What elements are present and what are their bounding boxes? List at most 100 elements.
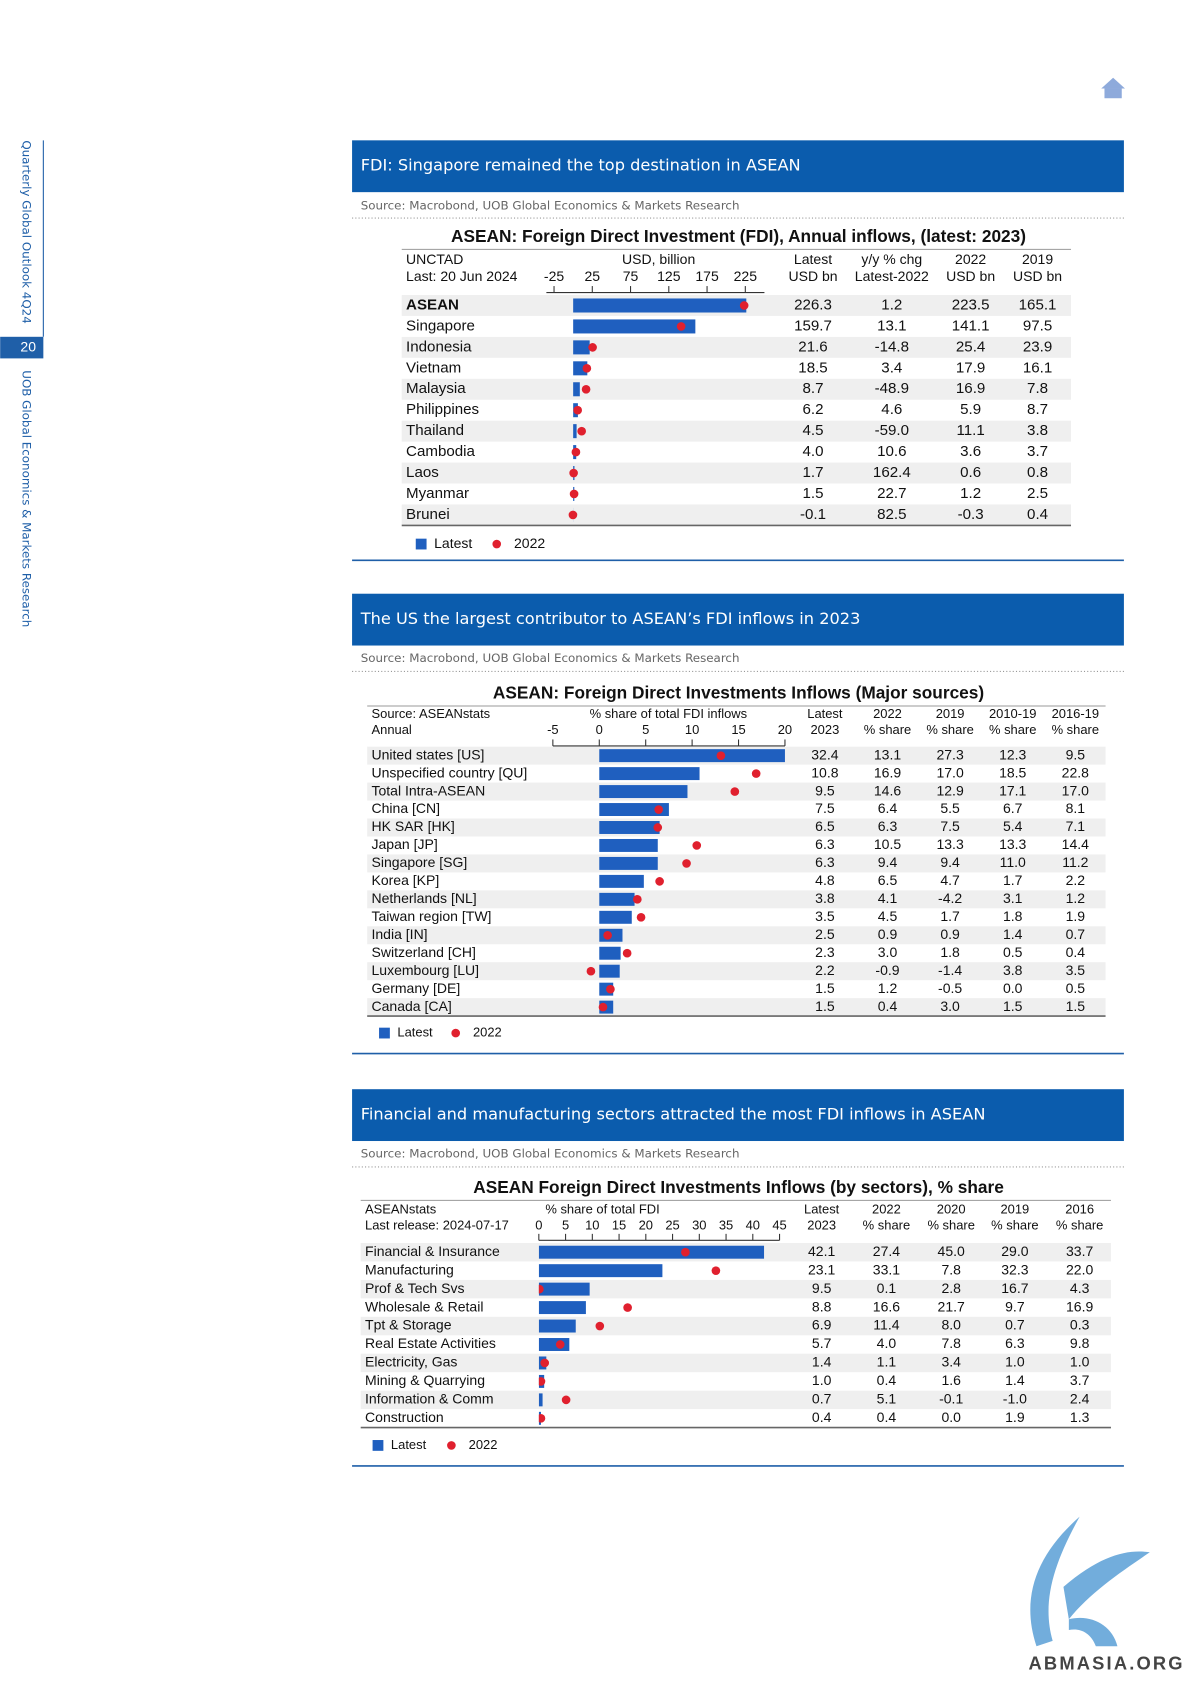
- bar: [573, 361, 588, 376]
- column-header: Latest: [807, 706, 843, 721]
- row-shade: [360, 1390, 1111, 1410]
- dot-marker: [623, 1303, 632, 1312]
- table-cell: 1.5: [1003, 998, 1023, 1014]
- table-cell: -0.1: [800, 506, 826, 523]
- column-header: USD bn: [1013, 268, 1062, 284]
- dot-marker: [586, 966, 596, 976]
- table-cell: 0.9: [878, 926, 898, 942]
- table-cell: 7.5: [940, 818, 960, 834]
- table-cell: 1.2: [878, 980, 898, 996]
- dot-marker: [568, 510, 578, 520]
- table-cell: 1.5: [1066, 998, 1086, 1014]
- table-cell: 11.0: [1000, 854, 1026, 870]
- category-label: Cambodia: [406, 443, 475, 460]
- table-cell: 0.4: [1027, 506, 1048, 523]
- table-cell: 0.0: [1003, 980, 1023, 996]
- legend-swatch: [379, 1027, 390, 1039]
- table-cell: 6.4: [878, 800, 898, 816]
- bar: [599, 910, 632, 924]
- table-cell: 8.8: [812, 1298, 832, 1314]
- x-tick-label: 0: [596, 722, 603, 737]
- x-tick-label: 45: [772, 1218, 786, 1233]
- table-cell: 6.5: [878, 872, 898, 888]
- table-cell: 4.5: [878, 908, 898, 924]
- chart-note: Annual: [372, 722, 412, 737]
- table-cell: -14.8: [875, 338, 909, 355]
- table-cell: 5.1: [877, 1391, 897, 1407]
- bar: [573, 319, 696, 334]
- category-label: Prof & Tech Svs: [365, 1280, 464, 1296]
- table-cell: 3.4: [881, 359, 902, 376]
- table-cell: 3.8: [1003, 962, 1023, 978]
- table-cell: 18.5: [798, 359, 827, 376]
- home-icon[interactable]: [1101, 77, 1125, 99]
- row-shade: [367, 926, 1106, 945]
- category-label: Mining & Quarrying: [365, 1372, 485, 1388]
- table-cell: 10.6: [877, 443, 906, 460]
- x-axis-label: % share of total FDI inflows: [590, 706, 747, 721]
- table-cell: 33.7: [1066, 1243, 1093, 1259]
- table-cell: 0.0: [941, 1409, 961, 1425]
- column-header: 2010-19: [989, 706, 1036, 721]
- panel-header: [352, 140, 1124, 193]
- category-label: Unspecified country [QU]: [372, 764, 528, 780]
- row-shade: [367, 962, 1106, 981]
- column-header: % share: [989, 722, 1036, 737]
- row-shade: [367, 854, 1106, 873]
- row-shade: [360, 1316, 1111, 1336]
- dot-marker: [622, 948, 632, 958]
- table-cell: 1.7: [803, 464, 824, 481]
- column-header: 2022: [955, 251, 986, 267]
- table-cell: 32.4: [811, 746, 838, 762]
- table-cell: 16.1: [1023, 359, 1052, 376]
- table-cell: -59.0: [875, 422, 909, 439]
- table-cell: 22.8: [1062, 764, 1089, 780]
- table-cell: 5.9: [960, 401, 981, 418]
- x-axis-label: USD, billion: [622, 251, 695, 267]
- table-cell: 1.0: [1070, 1354, 1090, 1370]
- row-shade: [401, 504, 1072, 526]
- dot-marker: [588, 343, 597, 352]
- column-header: % share: [1056, 1218, 1103, 1233]
- table-cell: 27.4: [873, 1243, 900, 1259]
- dot-marker: [692, 841, 702, 850]
- table-cell: 14.4: [1062, 836, 1089, 852]
- table-cell: 9.5: [1066, 746, 1086, 762]
- table-cell: 23.1: [808, 1261, 835, 1277]
- panel-header: [352, 593, 1124, 646]
- table-cell: -0.9: [875, 962, 899, 978]
- table-cell: 1.4: [812, 1354, 832, 1370]
- x-tick-label: 25: [665, 1218, 679, 1233]
- bar: [538, 1393, 543, 1407]
- bar: [599, 964, 620, 978]
- category-label: Germany [DE]: [372, 980, 461, 996]
- watermark-logo: [1030, 1516, 1150, 1647]
- table-cell: 9.8: [1070, 1335, 1090, 1351]
- table-cell: 4.0: [877, 1335, 897, 1351]
- dot-marker: [606, 984, 615, 994]
- table-cell: 17.0: [936, 764, 963, 780]
- dot-marker: [711, 1266, 721, 1275]
- table-cell: 25.4: [956, 338, 985, 355]
- table-cell: 1.0: [1005, 1354, 1025, 1370]
- side-title: Quarterly Global Outlook 4Q24: [20, 140, 34, 323]
- legend-label: 2022: [514, 535, 545, 551]
- x-tick-label: 5: [562, 1218, 569, 1233]
- column-header: USD bn: [788, 268, 837, 284]
- bar: [538, 1282, 590, 1296]
- dot-marker: [653, 823, 663, 832]
- column-header: 2016-19: [1052, 706, 1099, 721]
- x-tick-label: 20: [639, 1218, 653, 1233]
- table-cell: 165.1: [1019, 296, 1057, 313]
- column-header: % share: [991, 1218, 1038, 1233]
- x-tick-label: 10: [685, 722, 699, 737]
- table-cell: 17.1: [999, 782, 1026, 798]
- row-shade: [367, 890, 1106, 909]
- table-cell: 1.4: [1003, 926, 1023, 942]
- legend-label: Latest: [434, 535, 472, 551]
- table-cell: -0.5: [938, 980, 962, 996]
- table-cell: 16.6: [873, 1298, 900, 1314]
- table-cell: 4.1: [878, 890, 898, 906]
- table-cell: 2.3: [815, 944, 835, 960]
- category-label: Singapore: [406, 317, 475, 334]
